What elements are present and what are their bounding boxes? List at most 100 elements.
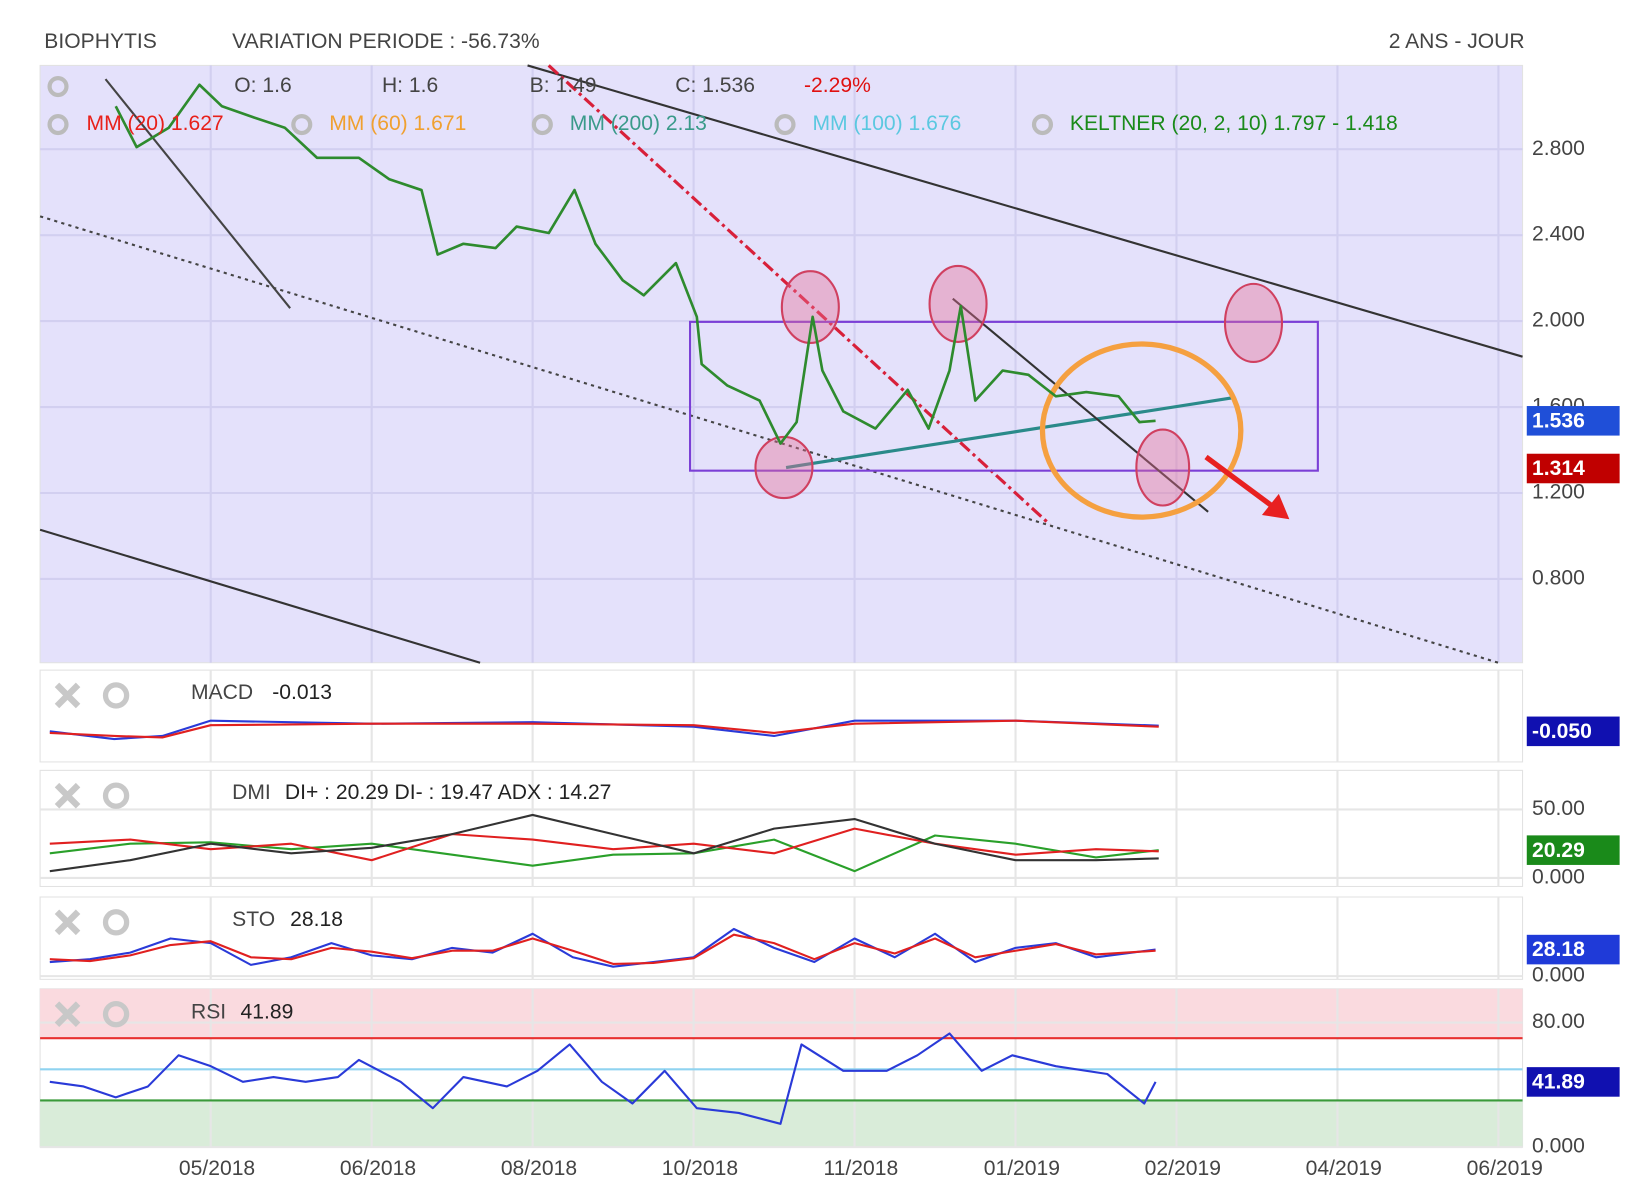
highlight-circle [1135,428,1191,507]
y-tick-label: 50.00 [1532,797,1585,820]
series-line [49,834,1159,873]
value-badge [1526,716,1620,747]
trend-line [527,64,1523,358]
y-tick-label: 2.400 [1532,223,1585,246]
series-line [49,813,1159,873]
ohlc: H: 1.6 [382,74,438,97]
y-tick-label: 0.800 [1532,567,1585,590]
panel-title: DMI [232,781,271,804]
settings-icon[interactable] [531,113,553,136]
close-icon[interactable] [54,782,81,809]
x-tick-label: 04/2019 [1306,1157,1382,1180]
y-tick-label: 0.000 [1532,866,1585,889]
indicator-label: MM (60) 1.671 [329,112,466,135]
close-icon[interactable] [54,682,81,709]
variation: VARIATION PERIODE : -56.73% [232,30,539,53]
close-icon[interactable] [54,1001,81,1027]
highlight-circle [1223,282,1284,364]
series [49,83,1159,1125]
indicator-label: MM (20) 1.627 [87,112,224,135]
panel-title: MACD [191,681,253,704]
panel [39,896,1524,980]
x-tick-label: 05/2018 [179,1157,255,1180]
symbol: BIOPHYTIS [44,30,157,53]
x-tick-label: 01/2019 [984,1157,1060,1180]
series-line [49,933,1156,965]
panel-value: 28.18 [290,908,343,931]
annotations [39,64,1523,664]
y-tick-label: 0.000 [1532,964,1585,987]
overbought-zone [40,988,1523,1039]
x-tick-label: 06/2018 [340,1157,416,1180]
x-tick-label: 02/2019 [1145,1157,1221,1180]
trend-line [39,528,481,664]
value-badge-label: -0.050 [1532,720,1592,743]
trend-line [952,297,1209,513]
series-line [49,1032,1157,1125]
settings-icon[interactable] [774,113,796,136]
settings-icon[interactable] [102,782,130,809]
x-tick-label: 08/2018 [501,1157,577,1180]
close-icon-stroke [54,1001,81,1027]
panel-value: -0.013 [272,681,332,704]
close-icon-stroke [54,909,81,936]
value-badge [1526,406,1620,436]
panel [39,669,1524,763]
trend-line [104,78,291,309]
series-line [114,83,1156,445]
settings-icon[interactable] [102,909,130,936]
panel-title: STO [232,908,275,931]
settings-icon[interactable] [47,113,69,136]
y-tick-label: 1.200 [1532,481,1585,504]
x-tick-label: 10/2018 [662,1157,738,1180]
ohlc: O: 1.6 [234,74,291,97]
y-tick-label: 2.800 [1532,137,1585,160]
y-tick-label: 80.00 [1532,1010,1585,1033]
highlight-circle [928,264,988,343]
close-icon[interactable] [54,909,81,936]
value-badge [1526,453,1620,484]
period: 2 ANS - JOUR [1389,30,1525,53]
settings-icon[interactable] [102,1000,130,1028]
settings-icon[interactable] [291,113,313,136]
indicator-label: MM (200) 2.13 [570,112,707,135]
arrow-head [1261,493,1290,520]
grid [40,65,1523,1149]
value-badge-label: 41.89 [1532,1071,1585,1094]
value-badge-label: 28.18 [1532,938,1585,961]
close-icon-stroke [54,782,81,809]
trend-line [39,215,1499,664]
value-badge-label: 1.314 [1532,457,1585,480]
panels [39,64,1524,1148]
labels: BIOPHYTIS VARIATION PERIODE : -56.73% 2 … [44,30,1620,1180]
y-tick-label: 2.000 [1532,309,1585,332]
y-tick-label: 0.000 [1532,1135,1585,1158]
indicator-label: MM (100) 1.676 [812,112,961,135]
x-tick-label: 06/2019 [1467,1157,1543,1180]
highlight-circle [780,270,840,345]
highlight-ellipse [1039,341,1244,520]
x-tick-label: 11/2018 [824,1157,899,1180]
trend-line [785,396,1233,470]
range-box [688,320,1319,472]
value-badge [1526,1067,1620,1097]
trend-line [547,64,1051,526]
close-icon-stroke [54,682,81,709]
settings-icon[interactable] [102,682,130,709]
series-line [49,719,1159,739]
arrow [1204,454,1274,508]
panel-value: DI+ : 20.29 DI- : 19.47 ADX : 14.27 [285,781,612,804]
ohlc: B: 1.49 [530,74,597,97]
change: -2.29% [804,74,871,97]
indicator-label: KELTNER (20, 2, 10) 1.797 - 1.418 [1070,112,1398,135]
ohlc: C: 1.536 [675,74,755,97]
value-badge [1526,835,1620,865]
highlight-circle [754,435,814,500]
panel-value: 41.89 [241,1001,294,1024]
value-badge-label: 20.29 [1532,839,1585,862]
settings-icon[interactable] [1031,113,1054,136]
settings-icon[interactable] [47,75,69,98]
panel [39,64,1524,664]
